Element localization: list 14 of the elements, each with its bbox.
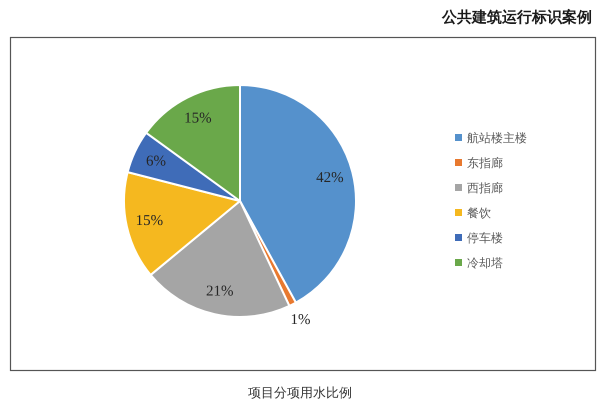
legend-label: 餐饮	[467, 206, 491, 220]
legend-label: 东指廊	[467, 156, 503, 170]
data-label: 15%	[184, 110, 212, 126]
title: 项目分项用水比例	[248, 385, 352, 400]
legend-label: 停车楼	[467, 231, 503, 245]
legend-label: 西指廊	[467, 181, 503, 195]
annotation: 公共建筑运行标识案例	[442, 9, 592, 26]
data-label: 1%	[290, 312, 311, 328]
data-label: 15%	[136, 213, 164, 230]
legend-label: 航站楼主楼	[467, 131, 527, 145]
legend-label: 冷却塔	[467, 256, 503, 270]
data-label: 6%	[146, 154, 166, 170]
data-label: 42%	[316, 170, 344, 186]
data-label: 21%	[206, 284, 234, 300]
